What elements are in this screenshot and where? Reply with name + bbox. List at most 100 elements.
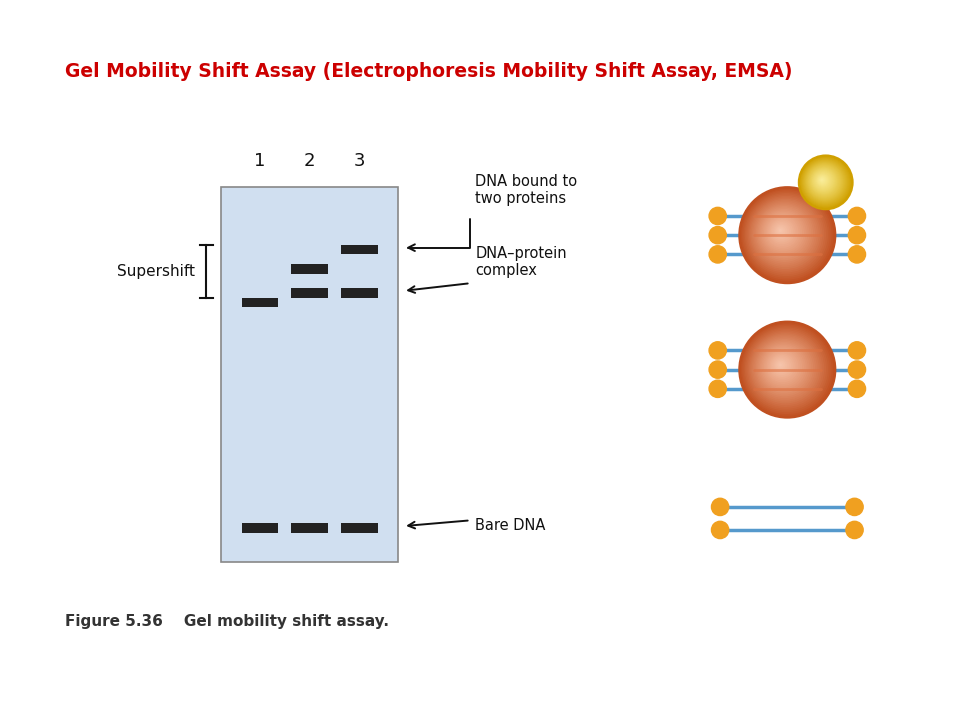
- Ellipse shape: [779, 229, 782, 232]
- Ellipse shape: [750, 333, 821, 403]
- Ellipse shape: [771, 355, 793, 377]
- Bar: [292, 288, 328, 297]
- Ellipse shape: [759, 209, 807, 257]
- Ellipse shape: [772, 356, 791, 375]
- Ellipse shape: [749, 332, 823, 405]
- Ellipse shape: [755, 338, 815, 398]
- Ellipse shape: [815, 172, 831, 189]
- Ellipse shape: [816, 174, 830, 188]
- Bar: [292, 264, 328, 274]
- Ellipse shape: [814, 171, 832, 189]
- Ellipse shape: [742, 325, 831, 414]
- Ellipse shape: [807, 164, 841, 199]
- Ellipse shape: [765, 349, 801, 384]
- Ellipse shape: [764, 348, 803, 386]
- Text: 2: 2: [304, 152, 316, 170]
- Text: Bare DNA: Bare DNA: [475, 518, 545, 533]
- Ellipse shape: [804, 161, 847, 203]
- Ellipse shape: [769, 219, 795, 245]
- Ellipse shape: [768, 217, 797, 246]
- Bar: [221, 187, 398, 562]
- Ellipse shape: [752, 335, 819, 402]
- Circle shape: [709, 207, 727, 225]
- Ellipse shape: [819, 176, 826, 184]
- Ellipse shape: [765, 215, 801, 250]
- Circle shape: [709, 246, 727, 263]
- Ellipse shape: [758, 342, 809, 393]
- Ellipse shape: [755, 203, 815, 264]
- Bar: [341, 245, 377, 254]
- Ellipse shape: [778, 228, 783, 234]
- Ellipse shape: [749, 197, 823, 271]
- Text: Gel Mobility Shift Assay (Electrophoresis Mobility Shift Assay, EMSA): Gel Mobility Shift Assay (Electrophoresi…: [65, 63, 793, 81]
- Ellipse shape: [778, 362, 783, 369]
- Ellipse shape: [752, 200, 819, 267]
- Ellipse shape: [801, 157, 851, 207]
- Ellipse shape: [811, 168, 836, 194]
- Ellipse shape: [800, 156, 852, 208]
- Ellipse shape: [802, 158, 849, 205]
- Ellipse shape: [761, 345, 805, 390]
- Ellipse shape: [742, 190, 831, 279]
- Ellipse shape: [746, 329, 827, 409]
- Ellipse shape: [805, 163, 843, 200]
- Ellipse shape: [741, 189, 833, 282]
- Circle shape: [846, 521, 863, 539]
- Circle shape: [849, 380, 866, 397]
- Bar: [292, 523, 328, 533]
- Bar: [341, 523, 377, 533]
- Ellipse shape: [802, 158, 850, 207]
- Ellipse shape: [746, 194, 827, 274]
- Ellipse shape: [779, 364, 782, 366]
- Ellipse shape: [743, 326, 829, 413]
- Ellipse shape: [753, 336, 817, 400]
- Ellipse shape: [753, 202, 817, 266]
- Ellipse shape: [775, 359, 787, 372]
- Ellipse shape: [762, 346, 804, 387]
- Ellipse shape: [810, 168, 837, 194]
- Ellipse shape: [745, 193, 828, 276]
- Ellipse shape: [743, 192, 829, 278]
- Ellipse shape: [748, 330, 825, 407]
- Ellipse shape: [804, 162, 845, 202]
- Ellipse shape: [764, 213, 803, 251]
- Circle shape: [849, 342, 866, 359]
- Text: DNA bound to
two proteins: DNA bound to two proteins: [475, 174, 577, 207]
- Ellipse shape: [816, 174, 828, 186]
- Ellipse shape: [757, 206, 811, 261]
- Ellipse shape: [756, 204, 813, 262]
- Circle shape: [709, 361, 727, 378]
- Ellipse shape: [762, 212, 804, 253]
- Circle shape: [711, 521, 729, 539]
- Ellipse shape: [757, 341, 811, 395]
- Ellipse shape: [748, 196, 825, 273]
- Ellipse shape: [820, 178, 824, 181]
- Ellipse shape: [739, 187, 835, 283]
- Ellipse shape: [761, 210, 805, 255]
- Ellipse shape: [772, 222, 791, 241]
- Ellipse shape: [759, 343, 807, 391]
- Ellipse shape: [799, 156, 852, 210]
- Circle shape: [849, 361, 866, 378]
- Ellipse shape: [817, 175, 828, 186]
- Text: Figure 5.36    Gel mobility shift assay.: Figure 5.36 Gel mobility shift assay.: [65, 614, 390, 629]
- Ellipse shape: [750, 199, 821, 269]
- Circle shape: [709, 342, 727, 359]
- Circle shape: [849, 207, 866, 225]
- Ellipse shape: [771, 220, 793, 243]
- Ellipse shape: [821, 179, 823, 181]
- Ellipse shape: [776, 361, 785, 370]
- Ellipse shape: [774, 358, 789, 374]
- Circle shape: [849, 246, 866, 263]
- Ellipse shape: [756, 339, 813, 397]
- Circle shape: [709, 227, 727, 244]
- Ellipse shape: [769, 354, 795, 379]
- Ellipse shape: [766, 351, 799, 382]
- Bar: [341, 288, 377, 297]
- Ellipse shape: [758, 207, 809, 258]
- Text: Supershift: Supershift: [117, 264, 195, 279]
- Ellipse shape: [813, 171, 833, 191]
- Ellipse shape: [809, 167, 838, 195]
- Circle shape: [846, 498, 863, 516]
- Ellipse shape: [808, 165, 840, 197]
